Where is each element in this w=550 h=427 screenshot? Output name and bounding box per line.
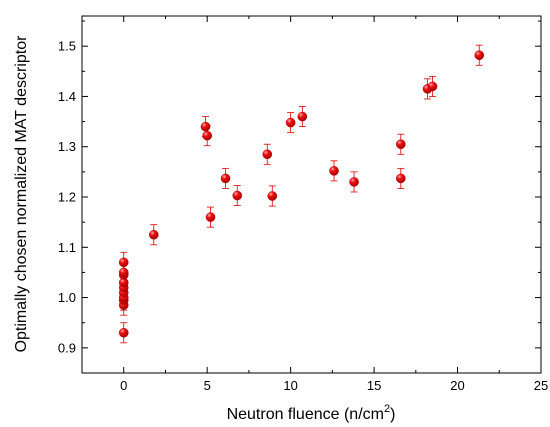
data-point xyxy=(427,81,438,92)
data-point xyxy=(285,117,296,128)
x-axis-title-close: ) xyxy=(390,406,395,423)
data-point xyxy=(267,191,278,201)
plot-frame xyxy=(81,15,542,374)
data-point xyxy=(148,229,159,240)
y-tick-label: 1.0 xyxy=(58,290,76,305)
x-axis-title-main: Neutron fluence (n/cm xyxy=(227,406,384,423)
y-tick-label: 1.2 xyxy=(58,190,76,205)
data-point xyxy=(205,212,216,222)
data-point xyxy=(232,190,243,201)
data-point xyxy=(118,267,129,278)
data-point xyxy=(220,173,231,184)
data-point xyxy=(395,139,406,150)
data-point xyxy=(474,50,485,61)
y-tick-label: 1.5 xyxy=(58,39,76,54)
data-point xyxy=(262,149,273,160)
y-axis-title: Optimally chosen normalized MAT descript… xyxy=(13,35,30,353)
data-point xyxy=(118,257,129,268)
data-point xyxy=(118,327,129,338)
x-tick-label: 0 xyxy=(120,378,127,393)
x-tick-label: 15 xyxy=(367,378,381,393)
x-axis-title: Neutron fluence (n/cm2) xyxy=(227,403,396,423)
data-point xyxy=(202,130,212,141)
x-axis-title-superscript: 2 xyxy=(384,403,390,415)
y-tick-label: 1.3 xyxy=(58,139,76,154)
data-points xyxy=(118,50,485,338)
x-tick-label: 25 xyxy=(534,378,548,393)
data-point xyxy=(297,111,308,122)
y-tick-label: 1.1 xyxy=(58,240,76,255)
data-point xyxy=(395,173,406,184)
y-tick-label: 1.4 xyxy=(58,89,76,104)
x-tick-label: 10 xyxy=(283,378,297,393)
x-tick-label: 5 xyxy=(204,378,211,393)
data-point xyxy=(329,166,339,176)
data-point xyxy=(349,177,359,187)
y-tick-label: 0.9 xyxy=(58,340,76,355)
data-point xyxy=(200,121,211,132)
x-tick-label: 20 xyxy=(450,378,464,393)
axis-ticks: 0 5 10 15 20 25 0.9 1.0 1.1 1.2 1.3 1.4 1.5 xyxy=(58,16,548,393)
